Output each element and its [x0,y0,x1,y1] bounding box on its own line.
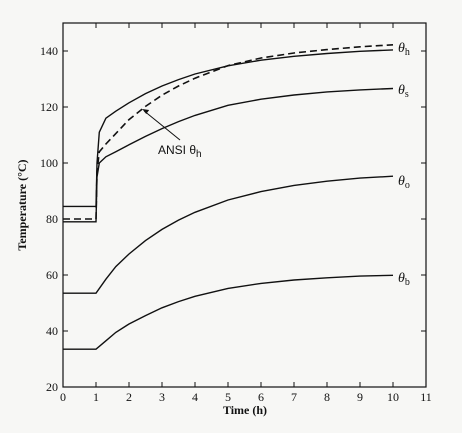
series-label-theta-h: θh [398,41,410,58]
x-tick-label: 3 [159,390,165,404]
annotations: ANSI θh [142,108,202,160]
y-tick-label: 20 [46,380,58,394]
y-tick-label: 60 [46,268,58,282]
series-line-theta-o [63,175,394,294]
series-line-theta-b [63,274,394,350]
x-axis: 0 1 2 3 4 5 6 7 8 9 10 11 [60,23,432,404]
y-axis: 20 40 60 80 100 120 140 [40,44,426,394]
series-layer [63,44,394,350]
series-line-ansi-theta-h [63,44,394,220]
x-tick-label: 9 [357,390,363,404]
x-tick-label: 0 [60,390,66,404]
annotation-leader-line [143,110,181,141]
x-tick-label: 4 [192,390,198,404]
y-tick-label: 80 [46,212,58,226]
y-axis-title: Temperature (°C) [15,159,29,250]
series-line-theta-h [63,49,394,208]
y-tick-label: 140 [40,44,58,58]
x-tick-label: 2 [126,390,132,404]
annotation-label: ANSI θh [158,143,202,160]
curve-labels: θh θs θo θb [398,41,410,288]
x-tick-label: 7 [291,390,297,404]
x-tick-label: 5 [225,390,231,404]
x-tick-label: 8 [324,390,330,404]
plot-frame-group [62,22,427,388]
x-tick-label: 6 [258,390,264,404]
series-label-theta-o: θo [398,174,410,191]
y-tick-label: 40 [46,324,58,338]
x-axis-title: Time (h) [223,403,267,417]
y-tick-label: 120 [40,100,58,114]
series-label-theta-s: θs [398,83,409,100]
series-line-theta-s [63,87,394,223]
annotation-arrowhead [142,108,150,114]
x-tick-label: 10 [387,390,399,404]
x-tick-label: 11 [420,390,432,404]
y-tick-label: 100 [40,156,58,170]
plot-frame [62,22,427,388]
x-tick-label: 1 [93,390,99,404]
series-label-theta-b: θb [398,271,410,288]
